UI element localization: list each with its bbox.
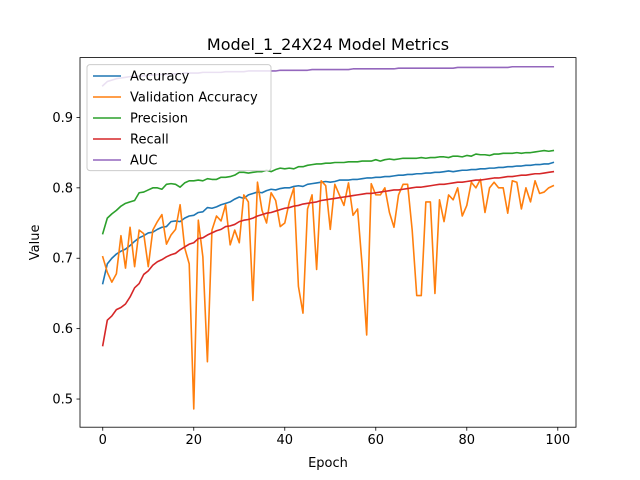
series-line-validation-accuracy	[101, 178, 555, 410]
chart-title: Model_1_24X24 Model Metrics	[207, 35, 449, 55]
legend-label: Validation Accuracy	[130, 91, 258, 106]
legend-label: Precision	[130, 112, 188, 127]
x-tick-label: 20	[185, 433, 202, 448]
x-tick-label: 60	[368, 433, 385, 448]
y-tick-label: 0.5	[52, 393, 73, 408]
plot-frame	[79, 57, 577, 428]
legend: Accuracy Validation Accuracy Precision Reca…	[86, 64, 272, 172]
legend-label: Accuracy	[130, 70, 190, 85]
y-tick-label: 0.9	[52, 111, 73, 126]
y-tick-label: 0.7	[52, 252, 73, 267]
x-tick-label: 40	[276, 433, 293, 448]
x-tick-label: 100	[545, 433, 570, 448]
series-layer	[101, 65, 555, 410]
x-tick-label: 80	[459, 433, 476, 448]
y-axis-label: Value	[28, 225, 43, 261]
legend-label: Recall	[130, 133, 169, 148]
legend-box	[86, 64, 272, 172]
y-tick-label: 0.8	[52, 181, 73, 196]
x-tick-label: 0	[99, 433, 107, 448]
y-tick-label: 0.6	[52, 322, 73, 337]
x-axis-label: Epoch	[308, 456, 348, 471]
x-axis-ticks: 0 20 40 60 80 100	[99, 427, 570, 448]
y-axis-ticks: 0.5 0.6 0.7 0.8 0.9	[52, 111, 80, 408]
series-line-recall	[101, 170, 555, 347]
legend-label: AUC	[130, 154, 158, 169]
series-line-precision	[101, 149, 555, 235]
